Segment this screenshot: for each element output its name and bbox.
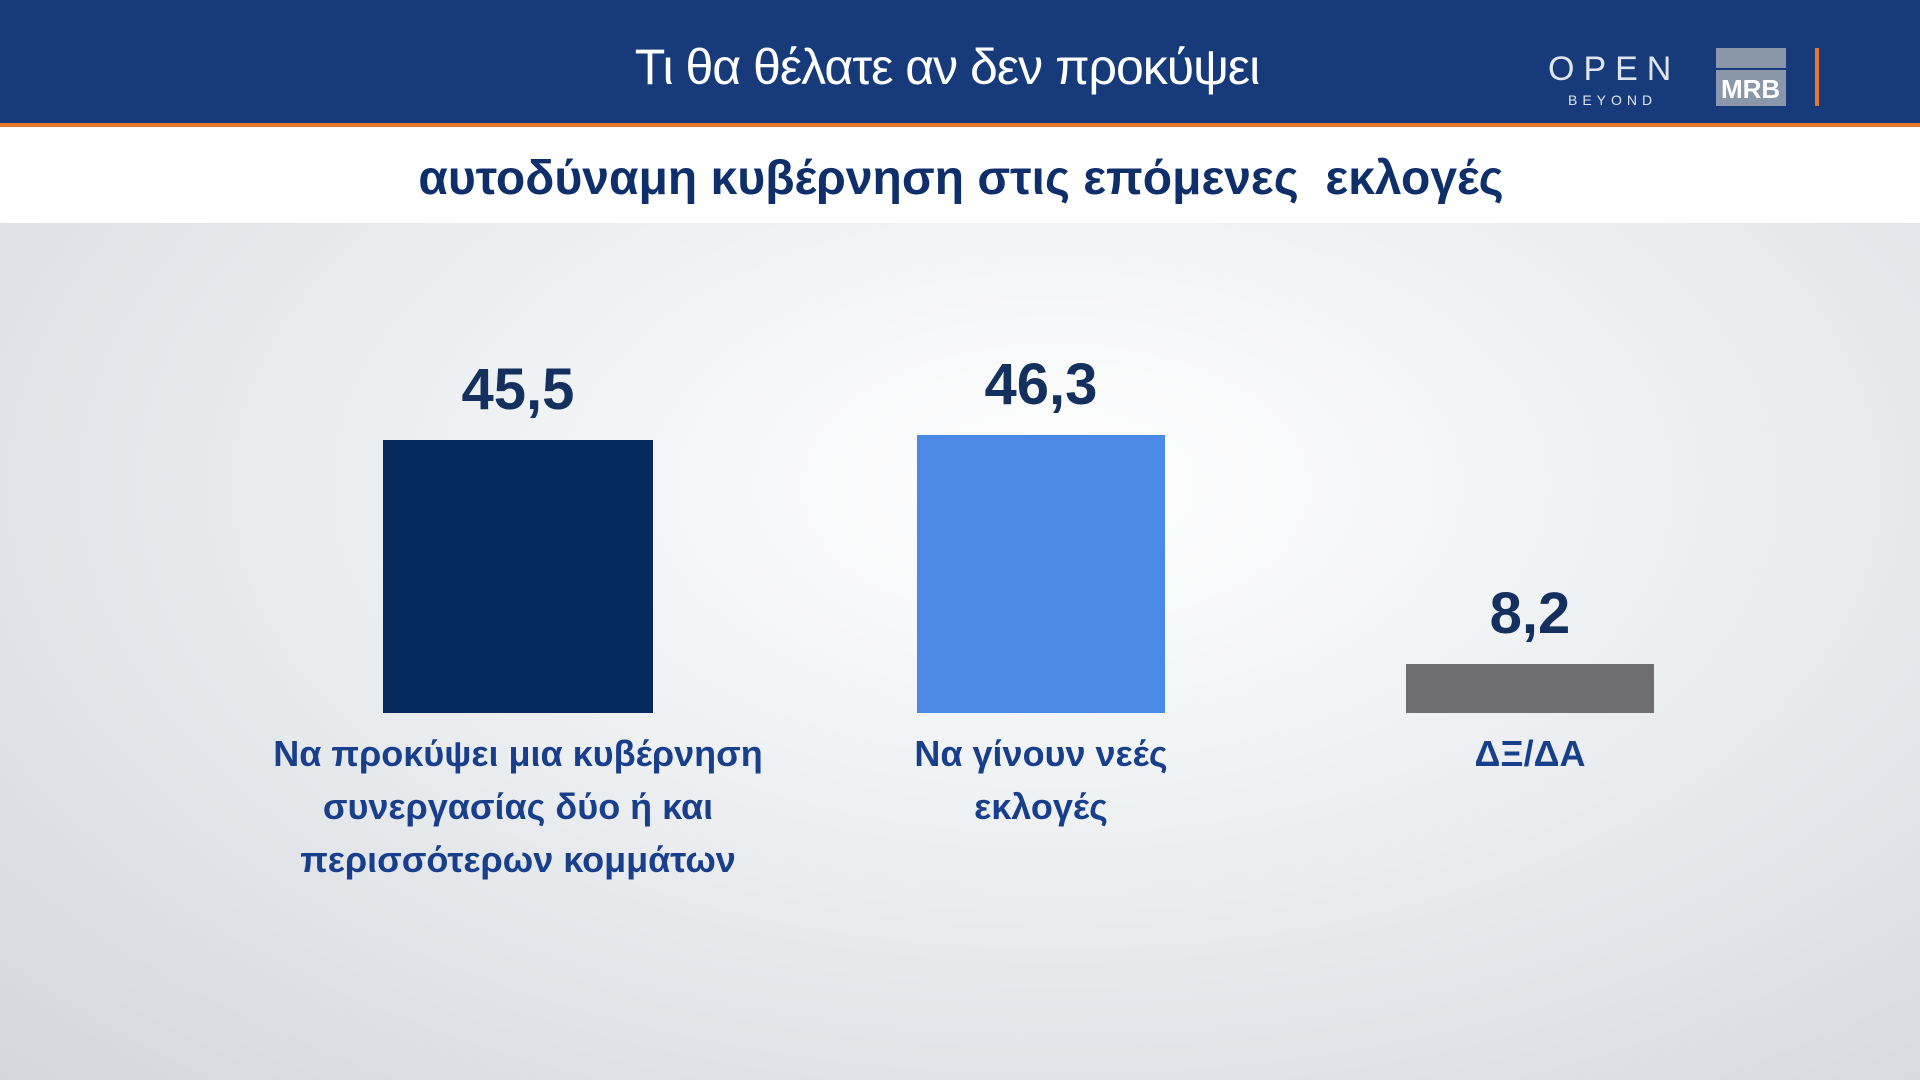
divider: [1815, 48, 1819, 106]
value-label: 45,5: [461, 357, 575, 422]
logo-mrb-box: MRB: [1716, 48, 1786, 106]
category-label: ΔΞ/ΔΑ: [1474, 733, 1586, 774]
chart-title: αυτοδύναμη κυβέρνηση στις επόμενες εκλογ…: [418, 152, 1504, 205]
category-label: Να γίνουν νεές εκλογές: [914, 733, 1168, 827]
category-label: Να προκύψει μια κυβέρνηση συνεργασίας δύ…: [273, 733, 763, 880]
value-label: 46,3: [984, 352, 1098, 418]
bar: [1406, 663, 1654, 713]
header-band: Τι θα θέλατε αν δεν προκύψει OPEN BEYOND…: [0, 0, 1920, 127]
logo-beyond: BEYOND: [1568, 92, 1658, 108]
value-label: 8,2: [1489, 580, 1571, 646]
logo-mrb: MRB: [1721, 74, 1781, 104]
bar: [383, 440, 653, 713]
logo-open: OPEN: [1548, 50, 1681, 88]
bar: [917, 435, 1165, 713]
header-title: Τι θα θέλατε αν δεν προκύψει: [634, 39, 1260, 95]
subtitle-band: αυτοδύναμη κυβέρνηση στις επόμενες εκλογ…: [0, 127, 1920, 223]
logo-rule: [1716, 68, 1786, 70]
